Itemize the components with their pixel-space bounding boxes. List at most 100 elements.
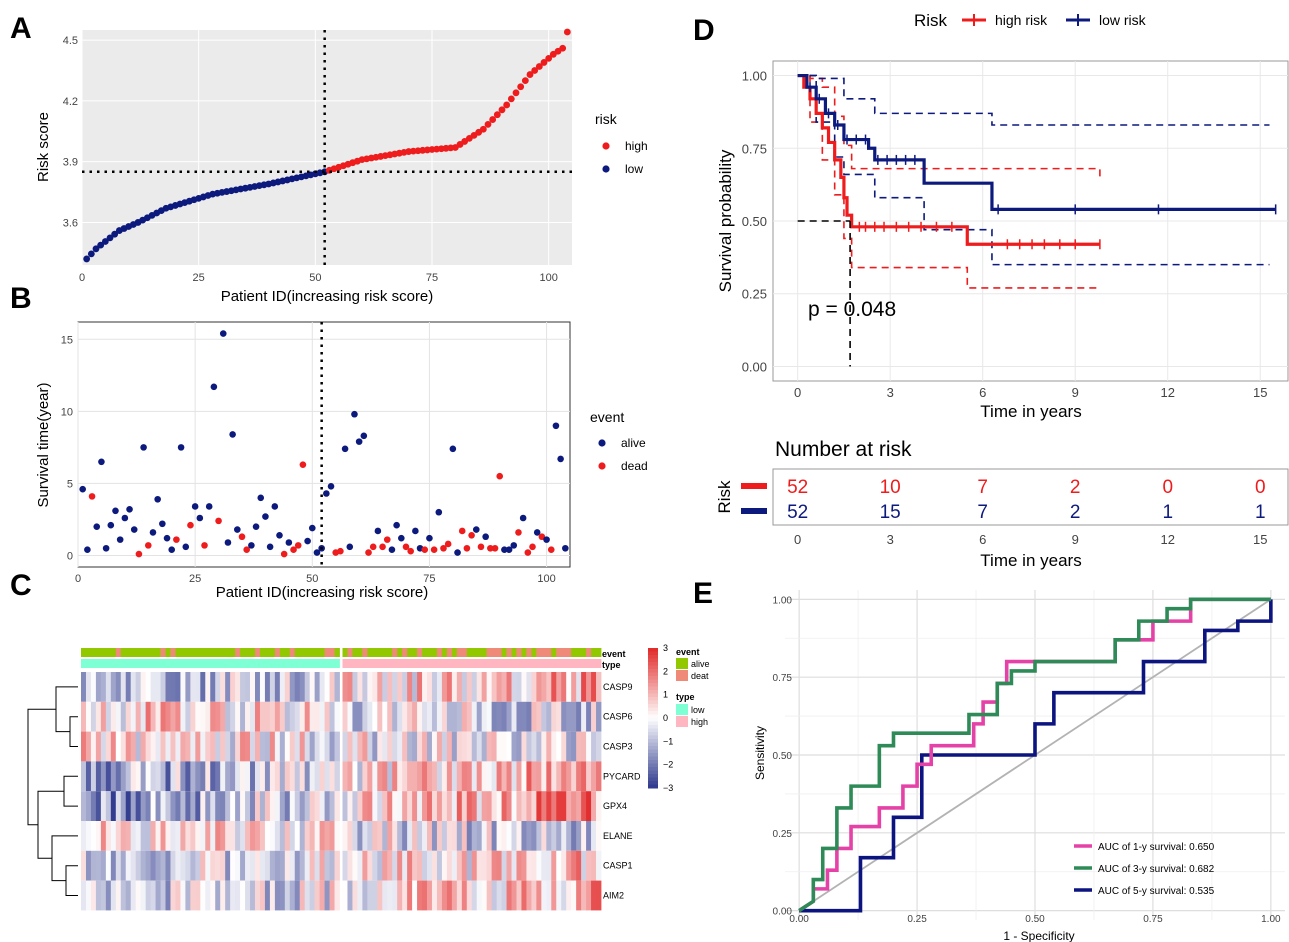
heatmap-cell (516, 881, 521, 911)
x-tick-label: 12 (1160, 385, 1174, 400)
heatmap-cell (275, 881, 280, 911)
heatmap-cell (472, 672, 477, 702)
heatmap-cell (427, 821, 432, 851)
heatmap-cell (367, 881, 372, 911)
risk-score-plot: 0 25 50 75 100 3.6 3.9 4.2 4.5 Patient ID(increa… (35, 29, 648, 305)
heatmap-cell (81, 881, 86, 911)
heatmap-cell (335, 821, 340, 851)
heatmap-cell (442, 851, 447, 881)
heatmap-cell (531, 702, 536, 732)
heatmap-row-label: PYCARD (603, 771, 641, 781)
event-annotation-cell (492, 648, 497, 657)
heatmap-cell (347, 732, 352, 762)
heatmap-cell (467, 881, 472, 911)
survival-point-alive (276, 532, 283, 539)
event-annotation-cell (516, 648, 521, 657)
type-annotation-cell (116, 659, 121, 668)
type-annotation-cell (367, 659, 372, 668)
heatmap-cell (402, 881, 407, 911)
color-scale-step (648, 746, 658, 750)
heatmap-cell (275, 672, 280, 702)
heatmap-cell (101, 851, 106, 881)
heatmap-cell (91, 672, 96, 702)
event-annotation-cell (151, 648, 156, 657)
heatmap-cell (402, 761, 407, 791)
heatmap-cell (161, 821, 166, 851)
survival-point-dead (459, 528, 466, 535)
heatmap-cell (591, 851, 596, 881)
heatmap-cell (180, 821, 185, 851)
heatmap-cell (392, 732, 397, 762)
event-annotation-cell (422, 648, 427, 657)
heatmap-cell (512, 821, 517, 851)
heatmap-cell (275, 732, 280, 762)
heatmap-cell (521, 732, 526, 762)
kaplan-meier-plot: Risk high risk low risk 0 3 6 9 12 150.000.25… (715, 11, 1288, 570)
heatmap-cell (591, 702, 596, 732)
heatmap-cell (492, 851, 497, 881)
survival-point-alive (389, 546, 396, 553)
heatmap-cell (270, 791, 275, 821)
heatmap-cell (427, 672, 432, 702)
survival-point-alive (150, 529, 157, 536)
heatmap-cell (407, 761, 412, 791)
heatmap-cell (392, 821, 397, 851)
heatmap-cell (235, 761, 240, 791)
type-annotation-cell (335, 659, 340, 668)
heatmap-cell (156, 702, 161, 732)
heatmap-cell (300, 851, 305, 881)
type-annotation-cell (141, 659, 146, 668)
heatmap-cell (591, 881, 596, 911)
heatmap-cell (566, 672, 571, 702)
heatmap-cell (591, 791, 596, 821)
heatmap-cell (101, 702, 106, 732)
heatmap-cell (205, 732, 210, 762)
heatmap-cell (452, 791, 457, 821)
heatmap-cell (551, 672, 556, 702)
heatmap-cell (422, 761, 427, 791)
type-annotation-cell (477, 659, 482, 668)
type-annotation-cell (220, 659, 225, 668)
roc-legend-label: AUC of 5-y survival: 0.535 (1098, 886, 1215, 897)
event-legend-dead-label: dead (621, 459, 648, 473)
color-scale-step (648, 767, 658, 771)
heatmap-cell (136, 851, 141, 881)
heatmap-cell (175, 821, 180, 851)
heatmap-cell (507, 702, 512, 732)
heatmap-cell (581, 851, 586, 881)
y-tick-label: 4.5 (63, 35, 78, 47)
heatmap-cell (347, 702, 352, 732)
event-annotation-cell (546, 648, 551, 657)
type-annotation-cell (151, 659, 156, 668)
type-annotation-cell (581, 659, 586, 668)
survival-point-dead (525, 549, 532, 556)
color-scale-step (648, 648, 658, 652)
heatmap-cell (591, 732, 596, 762)
heatmap-cell (81, 702, 86, 732)
heatmap-cell (467, 821, 472, 851)
heatmap-cell (442, 672, 447, 702)
survival-point-dead (496, 473, 503, 480)
heatmap-cell (472, 791, 477, 821)
heatmap-cell (561, 702, 566, 732)
heatmap-cell (290, 702, 295, 732)
heatmap-row-label: ELANE (603, 831, 633, 841)
heatmap-cell (541, 881, 546, 911)
color-scale-step (648, 652, 658, 656)
heatmap-cell (325, 672, 330, 702)
survival-point-alive (253, 523, 260, 530)
heatmap-cell (220, 791, 225, 821)
heatmap-cell (255, 672, 260, 702)
heatmap-cell (161, 672, 166, 702)
event-legend-alive-swatch (598, 439, 605, 446)
heatmap-cell (170, 732, 175, 762)
heatmap-cell (320, 702, 325, 732)
y-tick-label: 0.50 (773, 751, 793, 762)
color-scale-step (648, 736, 658, 740)
heatmap-cell (521, 881, 526, 911)
heatmap-cell (300, 761, 305, 791)
heatmap-cell (151, 881, 156, 911)
heatmap-cell (382, 761, 387, 791)
heatmap-cell (310, 791, 315, 821)
heatmap-cell (392, 851, 397, 881)
